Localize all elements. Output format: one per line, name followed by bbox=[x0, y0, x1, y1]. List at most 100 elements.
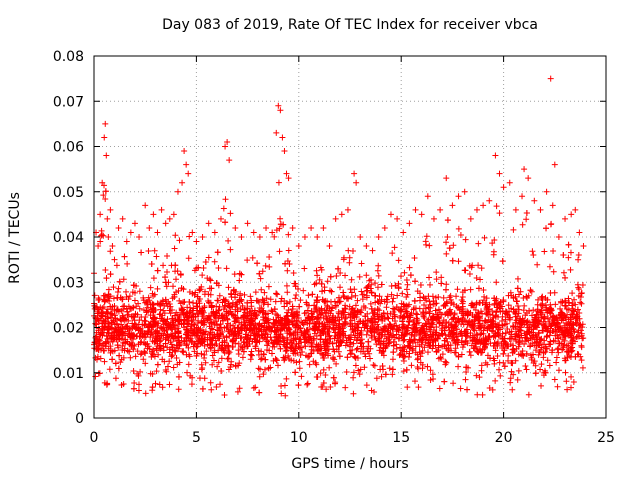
data-point bbox=[241, 339, 248, 346]
data-point bbox=[241, 306, 248, 313]
data-point bbox=[461, 188, 468, 195]
data-point bbox=[234, 388, 241, 395]
data-point bbox=[176, 359, 183, 366]
data-point bbox=[262, 262, 269, 269]
data-point bbox=[395, 280, 402, 287]
data-point bbox=[190, 321, 197, 328]
data-point bbox=[575, 256, 582, 263]
data-point bbox=[324, 328, 331, 335]
data-point bbox=[195, 264, 202, 271]
data-point bbox=[208, 285, 215, 292]
data-point bbox=[99, 342, 106, 349]
data-point bbox=[156, 381, 163, 388]
data-point bbox=[426, 298, 433, 305]
data-point bbox=[92, 373, 99, 380]
data-point bbox=[443, 250, 450, 257]
data-point bbox=[290, 311, 297, 318]
data-point bbox=[567, 354, 574, 361]
data-point bbox=[551, 376, 558, 383]
data-point bbox=[539, 327, 546, 334]
data-point bbox=[271, 306, 278, 313]
data-point bbox=[220, 205, 227, 212]
data-point bbox=[564, 321, 571, 328]
data-point bbox=[115, 224, 122, 231]
data-point bbox=[217, 331, 224, 338]
data-point bbox=[125, 317, 132, 324]
data-point bbox=[478, 330, 485, 337]
data-point bbox=[223, 334, 230, 341]
data-point bbox=[134, 348, 141, 355]
data-point bbox=[559, 346, 566, 353]
data-point bbox=[283, 282, 290, 289]
data-point bbox=[116, 335, 123, 342]
data-point bbox=[253, 311, 260, 318]
data-point bbox=[467, 215, 474, 222]
data-point bbox=[381, 224, 388, 231]
data-point bbox=[123, 305, 130, 312]
data-point bbox=[455, 353, 462, 360]
data-point bbox=[258, 286, 265, 293]
data-point bbox=[427, 342, 434, 349]
data-point bbox=[459, 344, 466, 351]
data-point bbox=[363, 294, 370, 301]
data-point bbox=[562, 274, 569, 281]
data-point bbox=[556, 340, 563, 347]
data-point bbox=[345, 335, 352, 342]
data-point bbox=[433, 300, 440, 307]
data-point bbox=[432, 300, 439, 307]
data-point bbox=[147, 284, 154, 291]
data-point bbox=[382, 371, 389, 378]
data-point bbox=[140, 306, 147, 313]
data-point bbox=[578, 342, 585, 349]
data-point bbox=[443, 300, 450, 307]
data-point bbox=[244, 312, 251, 319]
data-point bbox=[477, 331, 484, 338]
data-point bbox=[189, 374, 196, 381]
data-point bbox=[272, 298, 279, 305]
data-point bbox=[335, 320, 342, 327]
data-point bbox=[368, 276, 375, 283]
data-point bbox=[131, 220, 138, 227]
data-point bbox=[573, 321, 580, 328]
data-point bbox=[260, 314, 267, 321]
data-point bbox=[221, 391, 228, 398]
data-point bbox=[561, 337, 568, 344]
data-point bbox=[233, 317, 240, 324]
data-point bbox=[194, 293, 201, 300]
data-point bbox=[544, 357, 551, 364]
data-point bbox=[504, 326, 511, 333]
data-point bbox=[537, 206, 544, 213]
data-point bbox=[114, 306, 121, 313]
data-point bbox=[194, 303, 201, 310]
data-point bbox=[390, 349, 397, 356]
data-point bbox=[319, 383, 326, 390]
data-point bbox=[145, 323, 152, 330]
data-point bbox=[481, 324, 488, 331]
data-point bbox=[537, 366, 544, 373]
data-point bbox=[421, 295, 428, 302]
data-point bbox=[550, 268, 557, 275]
data-point bbox=[543, 304, 550, 311]
data-point bbox=[466, 271, 473, 278]
data-point bbox=[257, 366, 264, 373]
data-point bbox=[367, 355, 374, 362]
data-point bbox=[549, 328, 556, 335]
data-point bbox=[172, 312, 179, 319]
data-point bbox=[329, 305, 336, 312]
data-point bbox=[342, 315, 349, 322]
data-point bbox=[217, 381, 224, 388]
data-point bbox=[191, 267, 198, 274]
data-point bbox=[561, 302, 568, 309]
data-point bbox=[414, 288, 421, 295]
data-point bbox=[391, 322, 398, 329]
data-point bbox=[557, 324, 564, 331]
data-point bbox=[374, 298, 381, 305]
data-point bbox=[130, 346, 137, 353]
data-point bbox=[444, 233, 451, 240]
data-point bbox=[445, 324, 452, 331]
data-point bbox=[219, 317, 226, 324]
data-point bbox=[455, 225, 462, 232]
data-point bbox=[560, 343, 567, 350]
data-point bbox=[224, 138, 231, 145]
data-point bbox=[142, 202, 149, 209]
